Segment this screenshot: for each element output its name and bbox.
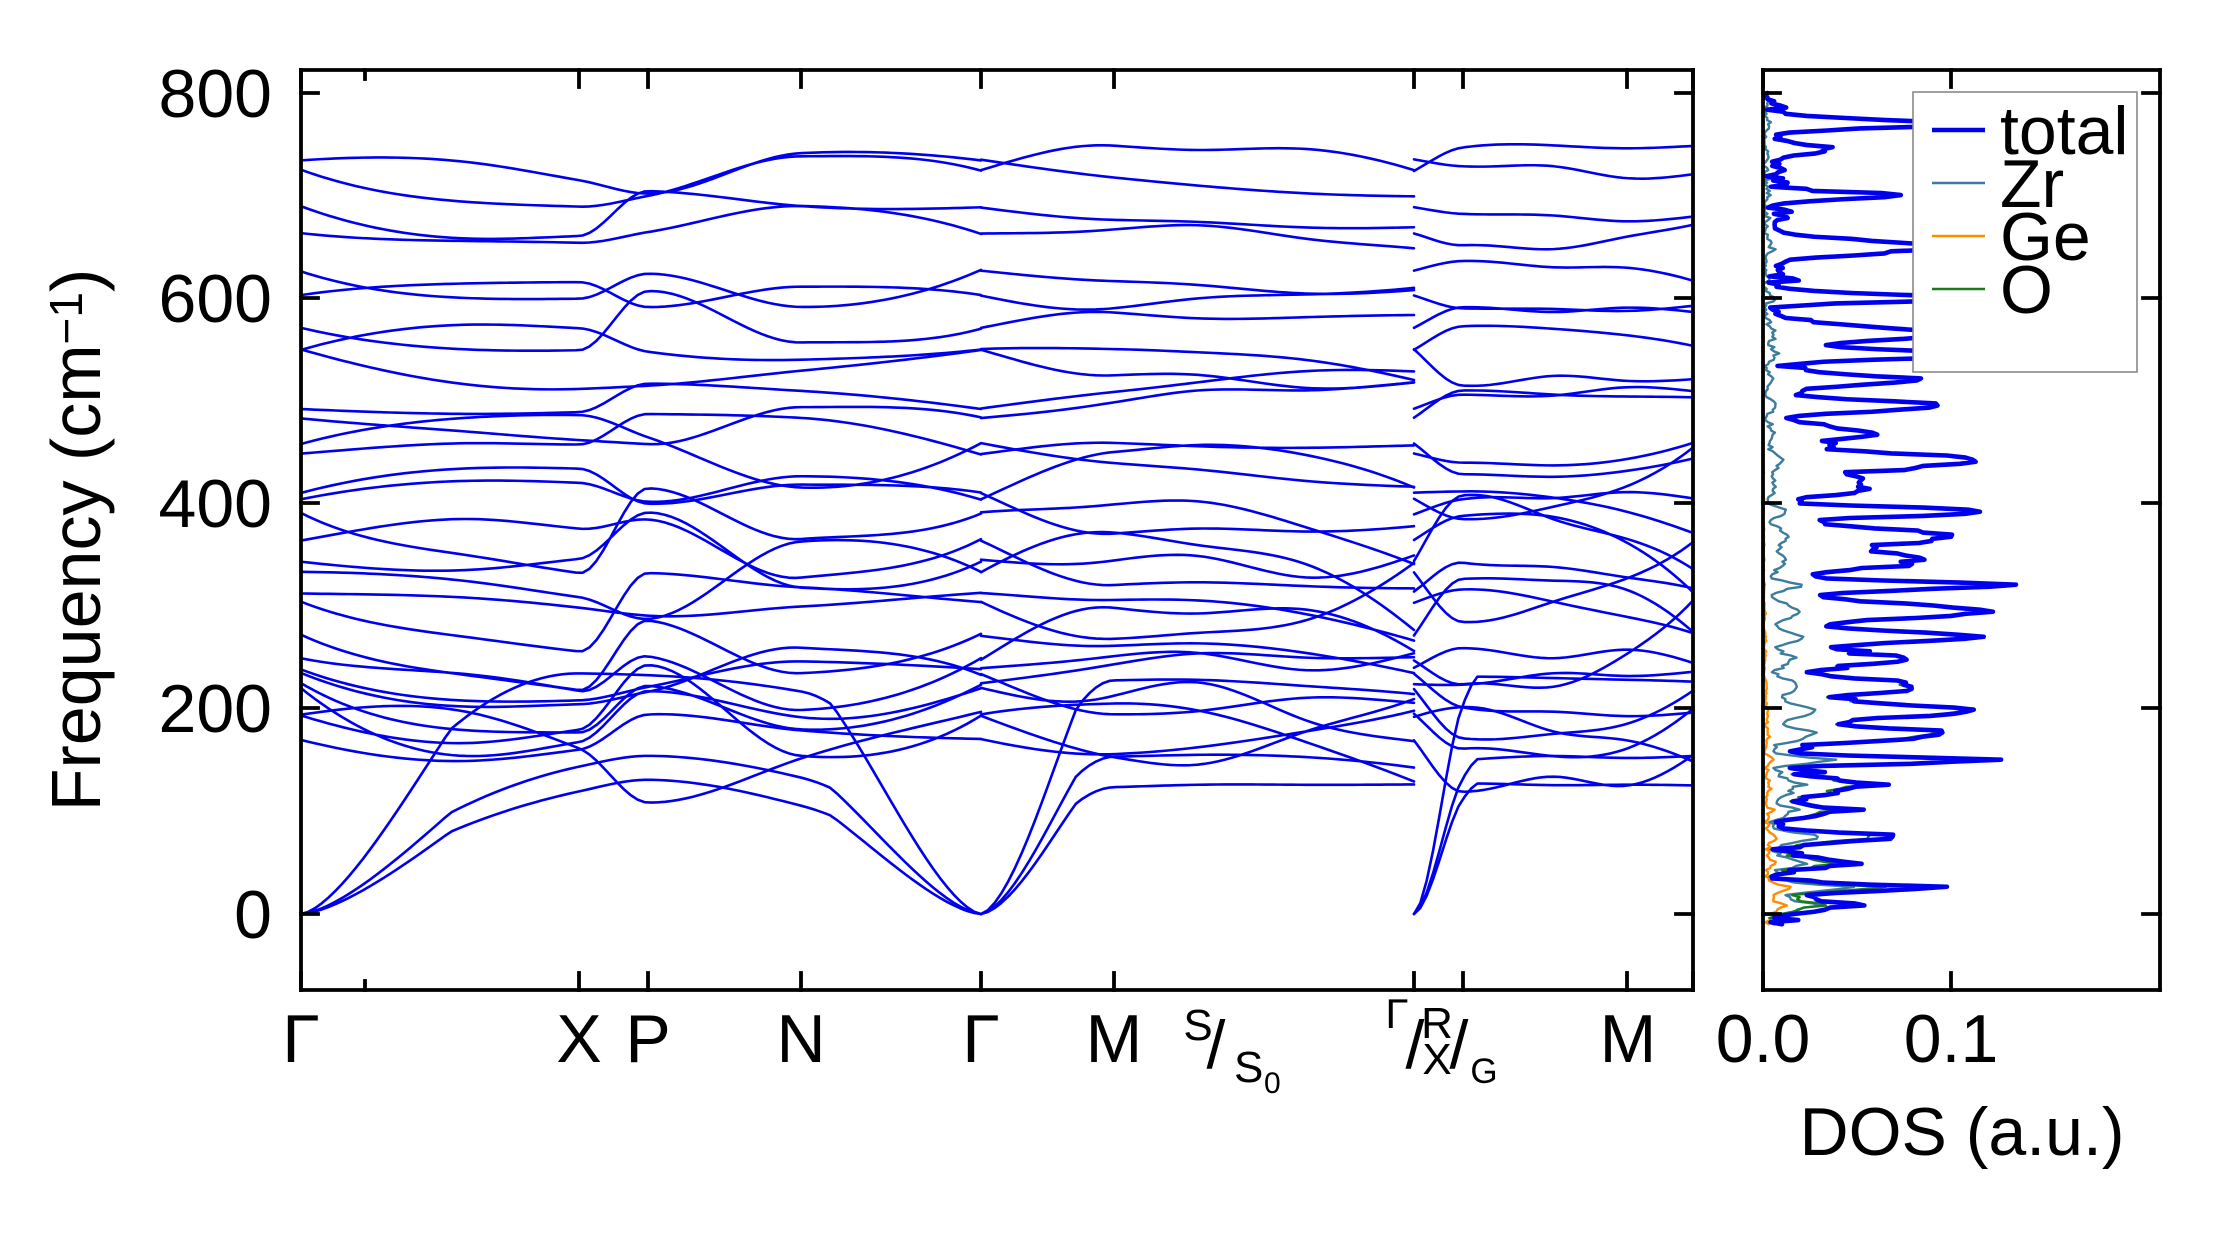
svg-text:0.0: 0.0 xyxy=(1716,1001,1811,1077)
svg-text:0.1: 0.1 xyxy=(1904,1001,1999,1077)
svg-text:M: M xyxy=(1600,1001,1657,1077)
svg-text:Γ: Γ xyxy=(282,1001,319,1077)
svg-text:Γ: Γ xyxy=(962,1001,999,1077)
svg-text:/: / xyxy=(1207,1007,1226,1083)
svg-text:P: P xyxy=(625,1001,670,1077)
svg-text:G: G xyxy=(1470,1052,1497,1091)
svg-text:X: X xyxy=(1422,1035,1451,1084)
svg-text:800: 800 xyxy=(159,56,272,132)
svg-text:X: X xyxy=(556,1001,601,1077)
svg-text:400: 400 xyxy=(159,466,272,542)
svg-text:M: M xyxy=(1086,1001,1143,1077)
svg-text:DOS (a.u.): DOS (a.u.) xyxy=(1800,1094,2125,1170)
svg-text:/: / xyxy=(1450,1007,1469,1083)
svg-text:600: 600 xyxy=(159,261,272,337)
svg-text:200: 200 xyxy=(159,671,272,747)
svg-text:N: N xyxy=(776,1001,825,1077)
svg-text:0: 0 xyxy=(234,877,272,953)
svg-text:O: O xyxy=(2000,252,2053,328)
svg-text:S: S xyxy=(1234,1043,1263,1092)
svg-text:0: 0 xyxy=(1264,1067,1281,1100)
svg-text:Frequency (cm−1): Frequency (cm−1) xyxy=(37,269,115,812)
